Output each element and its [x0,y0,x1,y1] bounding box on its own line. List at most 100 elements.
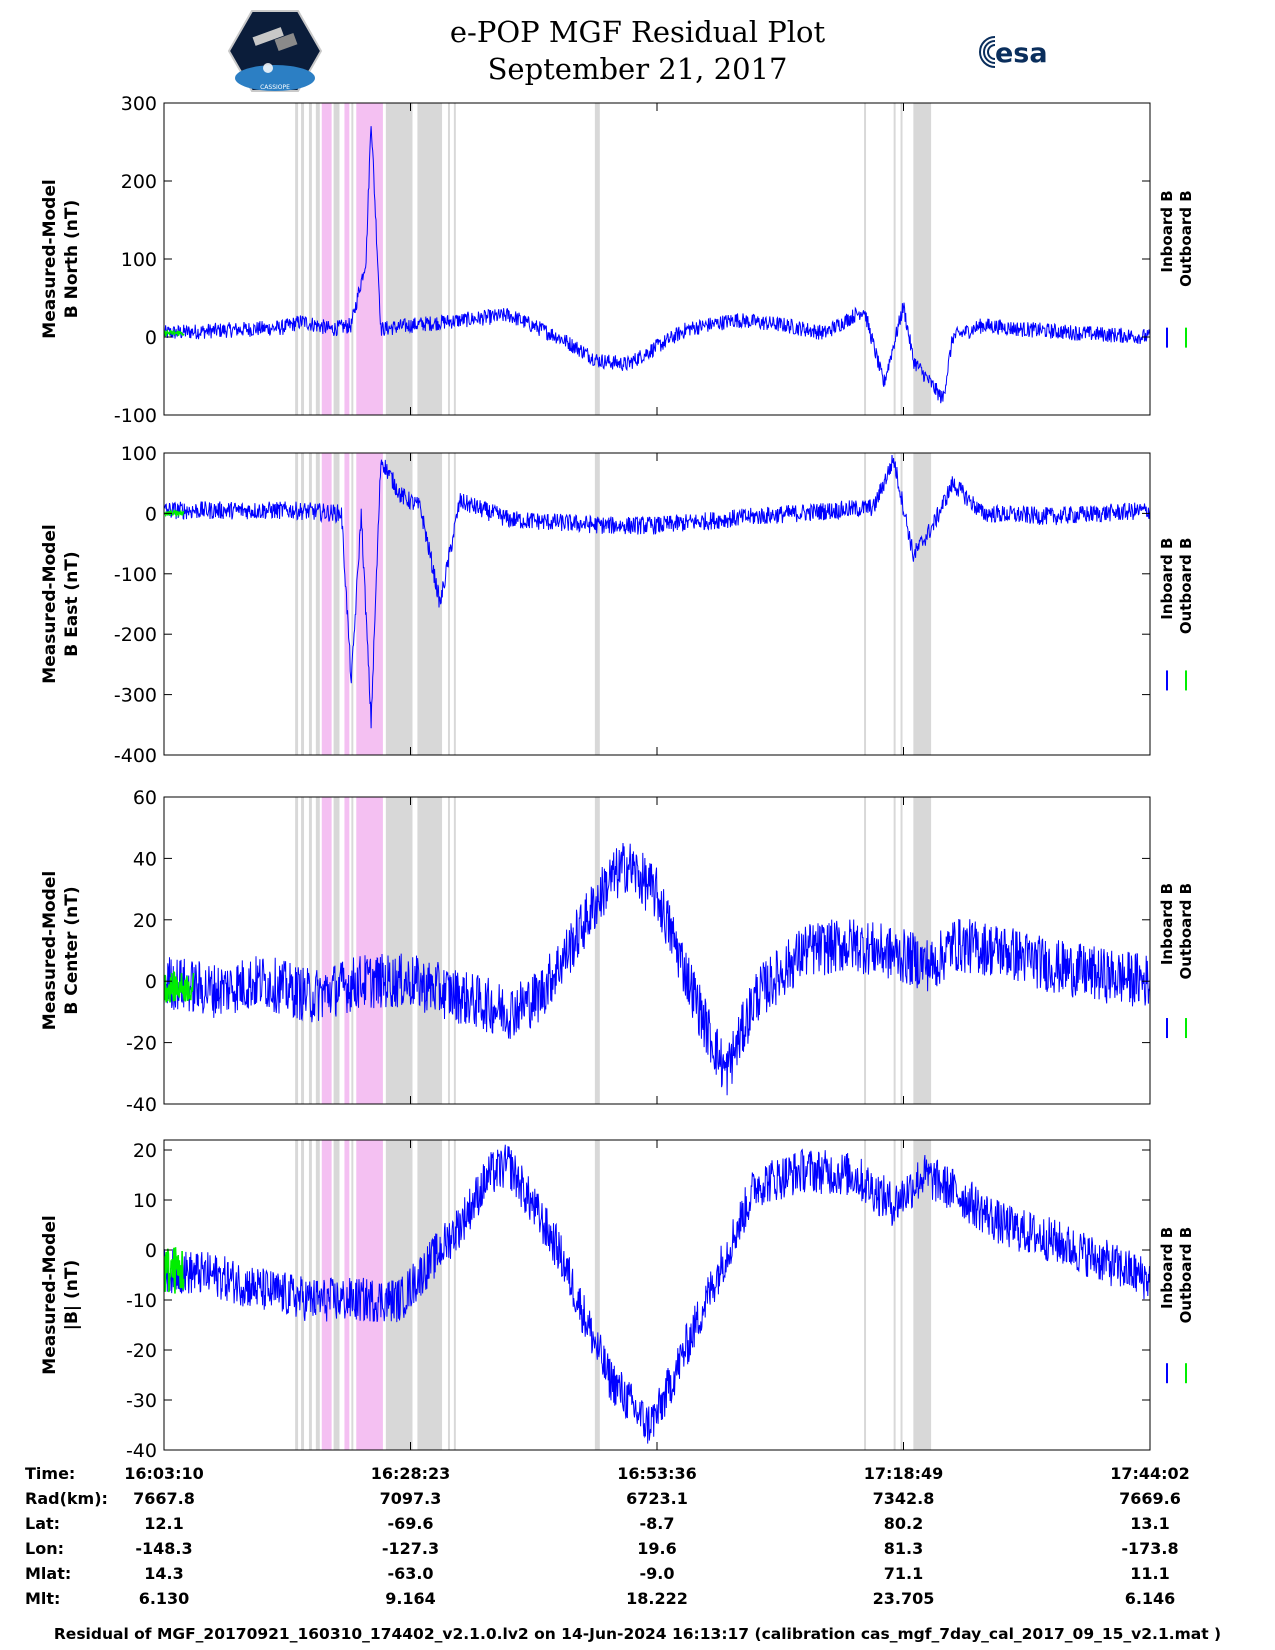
y-tick-label: -20 [126,1340,157,1362]
gray-band [417,103,443,415]
table-cell: 6.130 [139,1589,190,1608]
inboard-trace [164,126,1150,404]
plot-area [164,453,1150,755]
table-cell: 80.2 [884,1514,923,1533]
footer-caption: Residual of MGF_20170921_160310_174402_v… [53,1625,1222,1643]
y-axis-label: Measured-Model B North (nT) [40,179,82,338]
y-tick-label: -400 [114,745,157,767]
table-cell: 7097.3 [380,1489,442,1508]
table-cell: 16:53:36 [617,1464,697,1483]
table-cell: 12.1 [144,1514,183,1533]
table-cell: 17:18:49 [864,1464,944,1483]
gray-band [447,103,450,415]
table-cell: 7342.8 [873,1489,935,1508]
y-tick-label: -300 [114,685,157,707]
table-cell: 9.164 [385,1589,436,1608]
y-axis-label: Measured-Model |B| (nT) [40,1215,82,1374]
table-cell: 6.146 [1125,1589,1176,1608]
gray-band [864,1140,867,1450]
pink-band [321,453,332,755]
gray-band [315,797,320,1104]
y-tick-label: 100 [121,443,157,465]
table-cell: 13.1 [1130,1514,1169,1533]
y-tick-label: 0 [145,1240,157,1262]
gray-band [453,453,456,755]
y-tick-label: 40 [133,848,157,870]
gray-band [301,103,305,415]
table-cell: 11.1 [1130,1564,1169,1583]
panel-b-north: -100 0 100 200 300 Measured-Model B North (nT)… [40,93,1195,427]
gray-band [864,797,867,1104]
gray-band [295,453,299,755]
gray-band [447,453,450,755]
gray-band [900,797,903,1104]
y-tick-label: -40 [126,1094,157,1116]
gray-band [594,1140,600,1450]
svg-text:CASSIOPE: CASSIOPE [260,84,290,91]
table-cell: 81.3 [884,1539,923,1558]
gray-band [301,453,305,755]
gray-band [900,1140,903,1450]
y-axis-label-line: B Center (nT) [62,886,82,1014]
gray-band [295,103,299,415]
gray-band [594,797,600,1104]
gray-band [453,797,456,1104]
table-cell: 19.6 [637,1539,676,1558]
gray-band [417,797,443,1104]
outboard-trace [164,508,185,518]
gray-band [315,103,320,415]
gray-band [351,797,354,1104]
plot-area [164,797,1150,1104]
y-tick-label: -40 [126,1440,157,1462]
row-label: Lon: [25,1539,64,1558]
y-tick-label: -100 [114,405,157,427]
gray-band [351,103,354,415]
y-tick-label: 0 [145,327,157,349]
pink-band [356,453,383,755]
gray-band [913,1140,932,1450]
gray-band [864,453,867,755]
gray-band [385,103,413,415]
gray-band [594,103,600,415]
gray-band [453,103,456,415]
gray-band [893,1140,896,1450]
gray-band [447,797,450,1104]
gray-band [385,797,413,1104]
y-axis-label-line: Measured-Model [40,179,60,338]
legend-label: Inboard B [1158,190,1176,272]
gray-band [417,1140,443,1450]
y-axis-label: Measured-Model B Center (nT) [40,871,82,1030]
gray-band [308,103,312,415]
y-tick-label: -10 [126,1290,157,1312]
y-tick-label: 0 [145,971,157,993]
gray-band [594,453,600,755]
pink-band [356,797,383,1104]
table-cell: -9.0 [640,1564,675,1583]
row-label: Mlat: [25,1564,71,1583]
y-tick-label: -30 [126,1390,157,1412]
legend-label: Inboard B [1158,1227,1176,1309]
gray-band [864,103,867,415]
gray-band [301,797,305,1104]
table-cell: 7669.6 [1119,1489,1181,1508]
inboard-trace [164,842,1150,1096]
y-tick-label: 20 [133,910,157,932]
y-tick-label: -20 [126,1033,157,1055]
gray-band [447,1140,450,1450]
table-cell: -8.7 [640,1514,675,1533]
pink-band [321,797,332,1104]
table-cell: -127.3 [382,1539,439,1558]
y-axis-label-line: B East (nT) [62,551,82,656]
title-line-2: September 21, 2017 [487,52,788,86]
plot-area [164,103,1150,415]
plot-area [164,1140,1150,1450]
y-tick-label: 200 [121,171,157,193]
y-axis-label-line: |B| (nT) [62,1260,82,1331]
gray-band [308,797,312,1104]
gray-band [900,103,903,415]
table-cell: 23.705 [873,1589,935,1608]
row-label: Mlt: [25,1589,60,1608]
outboard-trace [164,329,185,337]
pink-band [344,797,350,1104]
